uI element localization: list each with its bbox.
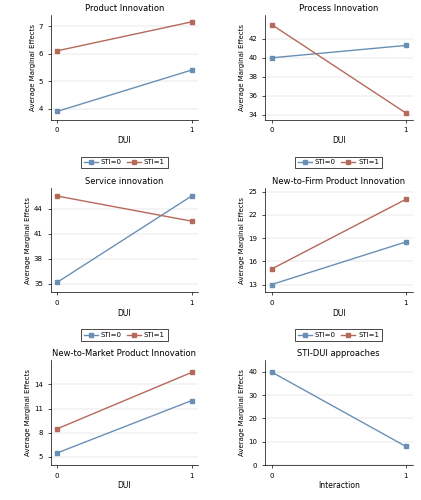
Legend: STI=0, STI=1: STI=0, STI=1 [296,330,382,341]
Title: New-to-Firm Product Innovation: New-to-Firm Product Innovation [272,176,405,186]
X-axis label: DUI: DUI [332,308,346,318]
X-axis label: DUI: DUI [117,136,131,145]
Title: STI-DUI approaches: STI-DUI approaches [297,349,380,358]
Y-axis label: Average Marginal Effects: Average Marginal Effects [240,24,245,111]
Y-axis label: Average Marginal Effects: Average Marginal Effects [25,369,31,456]
Title: Process Innovation: Process Innovation [299,4,378,13]
X-axis label: DUI: DUI [117,482,131,490]
X-axis label: DUI: DUI [332,136,346,145]
Title: New-to-Market Product Innovation: New-to-Market Product Innovation [52,349,197,358]
Y-axis label: Average Marginal Effects: Average Marginal Effects [25,196,31,284]
Title: Service innovation: Service innovation [85,176,164,186]
X-axis label: Interaction: Interaction [318,482,360,490]
X-axis label: DUI: DUI [117,308,131,318]
Title: Product Innovation: Product Innovation [85,4,164,13]
Y-axis label: Average Marginal Effects: Average Marginal Effects [240,369,245,456]
Legend: STI=0, STI=1: STI=0, STI=1 [81,156,168,168]
Y-axis label: Average Marginal Effects: Average Marginal Effects [29,24,36,111]
Y-axis label: Average Marginal Effects: Average Marginal Effects [240,196,245,284]
Legend: STI=0, STI=1: STI=0, STI=1 [296,156,382,168]
Legend: STI=0, STI=1: STI=0, STI=1 [81,330,168,341]
